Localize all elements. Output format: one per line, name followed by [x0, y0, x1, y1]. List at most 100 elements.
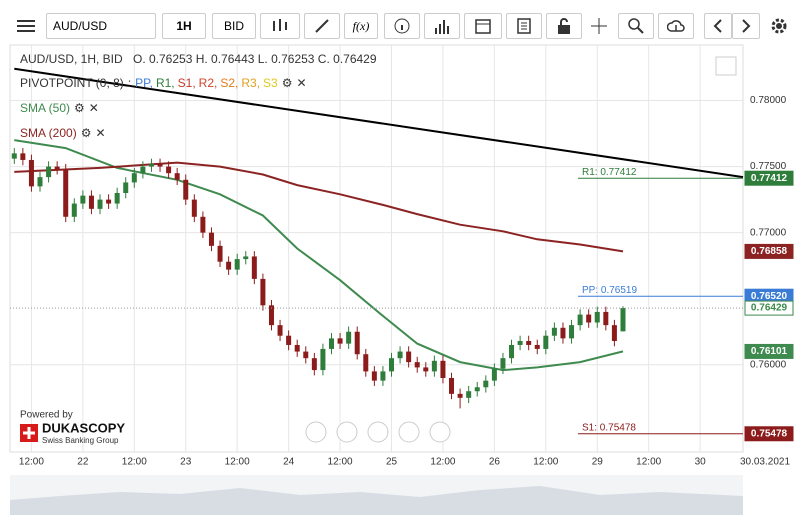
calendar-button[interactable] [464, 13, 502, 39]
pivot-axis-box [744, 170, 794, 186]
menu-button[interactable] [8, 13, 44, 39]
x-tick-label: 30 [695, 457, 707, 468]
pivot-label: PP: 0.76519 [582, 285, 637, 296]
candle-body [320, 348, 326, 371]
candle-body [131, 173, 137, 183]
candle-body [560, 327, 566, 339]
candle-body [28, 159, 34, 187]
candle-body [517, 341, 523, 345]
candle-body [611, 325, 617, 341]
zoom-out[interactable] [336, 421, 358, 443]
settings-icon[interactable]: ⚙ [281, 76, 293, 90]
candle-body [543, 335, 549, 349]
candle-body [389, 358, 395, 372]
draw-button[interactable] [304, 13, 340, 39]
icon [713, 19, 722, 33]
upload-button[interactable] [658, 13, 694, 39]
pivot-label: R1: 0.77412 [582, 167, 637, 178]
last-price-box [744, 300, 794, 316]
candle-body [80, 195, 86, 204]
close-icon[interactable]: ✕ [296, 76, 307, 90]
legend-item: S1, [177, 76, 196, 90]
zoom-button[interactable] [618, 13, 654, 39]
candle-body [71, 203, 77, 217]
candle-body [620, 308, 626, 332]
candle-body [37, 177, 43, 187]
zoom-in[interactable] [398, 421, 420, 443]
candle-body [174, 173, 180, 180]
navigator-area [10, 486, 743, 515]
candle-body [166, 166, 172, 174]
close-icon[interactable]: ✕ [88, 101, 99, 115]
forward-button[interactable] [732, 13, 760, 39]
period-select[interactable]: 1H [162, 13, 206, 39]
candle-body [88, 195, 94, 209]
candle-body [440, 360, 446, 378]
sma-axis-box [744, 243, 794, 259]
fit[interactable] [367, 421, 389, 443]
expand-button[interactable] [715, 56, 737, 76]
chart-type-button[interactable] [260, 13, 300, 39]
candle-body [200, 216, 206, 233]
x-tick-label: 22 [77, 457, 89, 468]
candle-body [277, 325, 283, 336]
nav-left[interactable] [305, 421, 327, 443]
instrument-select[interactable]: AUD/USD [46, 13, 156, 39]
close-icon[interactable]: ✕ [95, 126, 106, 140]
x-tick-label: 29 [592, 457, 604, 468]
info-button[interactable] [384, 13, 420, 39]
sma-axis-label: 0.76101 [751, 346, 788, 357]
candle-body [46, 166, 52, 178]
candle-body [474, 387, 480, 392]
indicator-button[interactable]: f(x) [344, 13, 378, 39]
pivot-legend: PIVOTPOINT (0, 8) : PP, R1, S1, R2, S2, R3, S3… [20, 76, 307, 90]
candle-body [123, 182, 129, 193]
candle-body [251, 256, 257, 279]
x-tick-label: 12:00 [636, 457, 661, 468]
legend-items: PP, R1, S1, R2, S2, R3, S3 [135, 76, 278, 90]
x-tick-label: 12:00 [533, 457, 558, 468]
back-button[interactable] [704, 13, 732, 39]
x-tick-label: 24 [283, 457, 295, 468]
candle-body [449, 378, 455, 394]
x-tick-label: 23 [180, 457, 192, 468]
candle-body [157, 163, 163, 167]
lock-button[interactable] [546, 13, 582, 39]
candle-body [63, 169, 69, 217]
crosshair-button[interactable] [584, 13, 614, 39]
icon [517, 18, 531, 34]
report-button[interactable] [506, 13, 542, 39]
volume-button[interactable] [424, 13, 460, 39]
legend-item: PP, [135, 76, 153, 90]
x-tick-label: 12:00 [328, 457, 353, 468]
candle-body [148, 163, 154, 167]
candle-body [294, 344, 300, 352]
icon [591, 18, 607, 34]
candle-body [594, 311, 600, 323]
candle-body [183, 179, 189, 200]
sma200-legend: SMA (200) ⚙ ✕ [20, 126, 106, 140]
candle-body [208, 232, 214, 246]
nav-right[interactable] [429, 421, 451, 443]
candle-body [397, 351, 403, 359]
x-tick-label: 12:00 [430, 457, 455, 468]
sma-line [14, 139, 624, 372]
sma50-legend: SMA (50) ⚙ ✕ [20, 101, 99, 115]
legend-item: R1, [155, 76, 175, 90]
candle-body [106, 199, 112, 204]
candle-body [268, 305, 274, 326]
side-select[interactable]: BID [212, 13, 256, 39]
x-tick-label: 26 [489, 457, 501, 468]
x-tick-label: 12:00 [225, 457, 250, 468]
settings-icon[interactable]: ⚙ [74, 101, 85, 115]
candle-body [114, 193, 120, 204]
legend-item: S2, [220, 76, 239, 90]
icon [667, 20, 685, 32]
candle-body [414, 362, 420, 368]
settings-button[interactable] [764, 13, 794, 39]
settings-icon[interactable]: ⚙ [80, 126, 92, 140]
candle-body [354, 331, 360, 355]
x-tick-label: 12:00 [122, 457, 147, 468]
icon [628, 18, 644, 34]
candle-body [466, 391, 472, 398]
